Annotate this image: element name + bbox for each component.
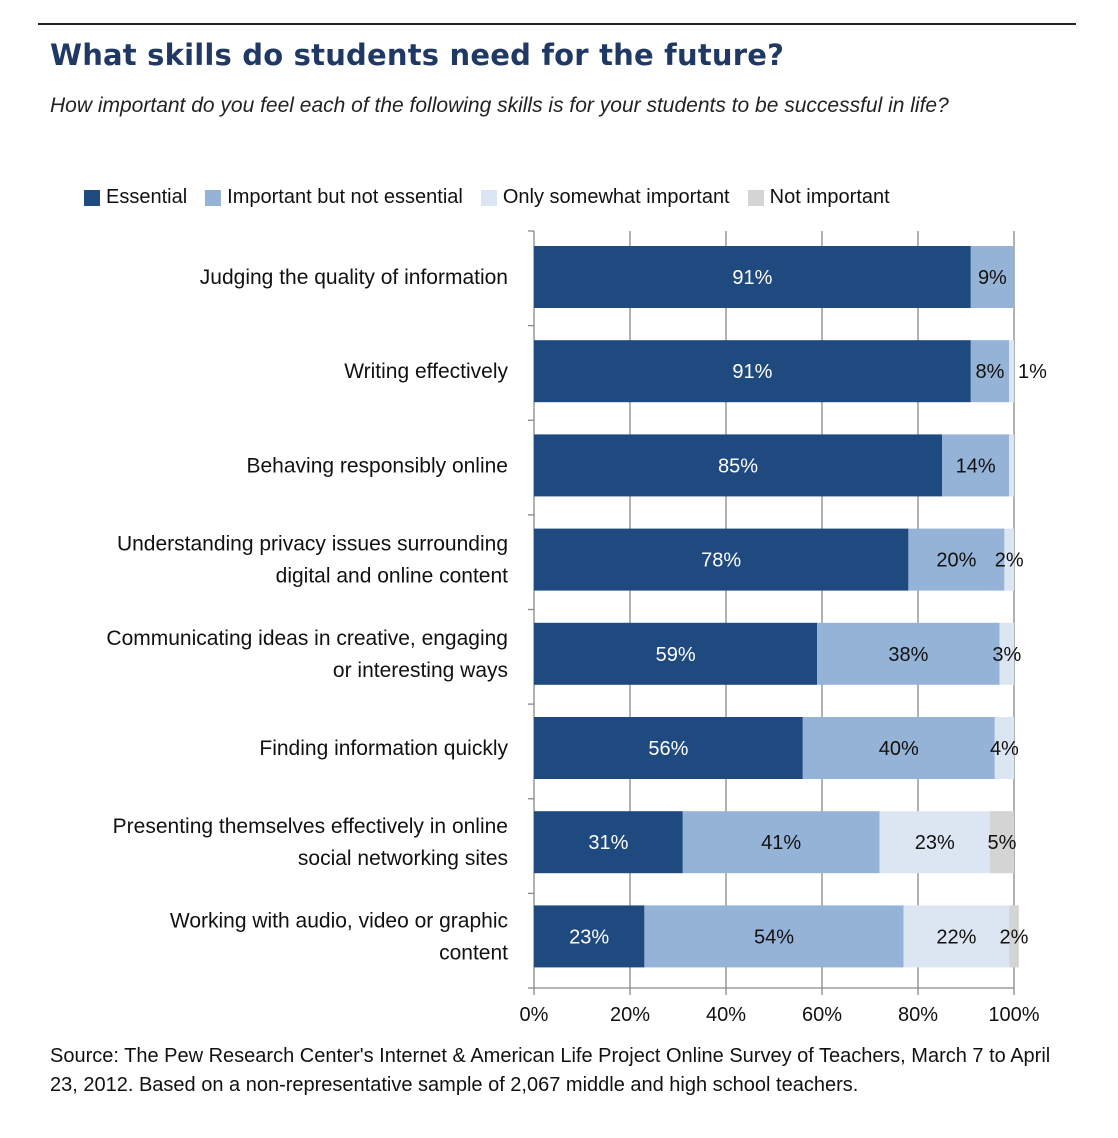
bar-segment — [970, 340, 1010, 403]
bar-segment — [802, 717, 995, 779]
bar-segment — [879, 811, 990, 874]
data-label: 59% — [656, 644, 696, 666]
chart-subtitle: How important do you feel each of the fo… — [50, 94, 949, 117]
bar-segment — [908, 528, 1005, 591]
category-label: digital and online content — [276, 565, 509, 588]
category-label: or interesting ways — [333, 659, 508, 682]
category-label: Finding information quickly — [259, 737, 508, 760]
category-label: Presenting themselves effectively in onl… — [113, 815, 508, 838]
data-label: 2% — [1000, 926, 1029, 948]
data-label: 23% — [569, 926, 609, 948]
data-label: 85% — [718, 455, 758, 477]
x-tick-label: 80% — [898, 1004, 938, 1026]
data-label: 41% — [761, 832, 801, 854]
bar-segment — [990, 811, 1014, 874]
legend-swatch — [84, 189, 100, 206]
data-label: 54% — [754, 926, 794, 948]
data-label: 2% — [995, 550, 1024, 572]
bar-segment — [970, 246, 1014, 308]
category-label: Writing effectively — [344, 360, 508, 383]
x-tick-label: 60% — [802, 1004, 842, 1026]
data-label: 9% — [978, 267, 1007, 289]
legend-item-somewhat: Only somewhat important — [480, 186, 730, 209]
legend-label: Not important — [769, 186, 890, 208]
data-label: 91% — [732, 361, 772, 383]
data-label: 40% — [879, 738, 919, 760]
bar-segment — [534, 434, 942, 497]
category-label: Understanding privacy issues surrounding — [117, 533, 508, 556]
bar-segment — [534, 340, 971, 403]
data-label: 78% — [701, 550, 741, 572]
bar-segment — [1009, 340, 1014, 403]
bar-segment — [534, 905, 645, 968]
bar-segment — [817, 622, 1000, 685]
data-label: 23% — [915, 832, 955, 854]
data-label: 4% — [990, 738, 1019, 760]
bar-segment — [534, 811, 683, 874]
top-rule — [38, 23, 1076, 25]
data-label: 1% — [1018, 361, 1047, 383]
legend-label: Only somewhat important — [502, 186, 730, 208]
category-label: Working with audio, video or graphic — [170, 909, 508, 932]
bar-segment — [1009, 905, 1019, 968]
bar-segment — [682, 811, 880, 874]
legend-swatch — [747, 189, 764, 206]
data-label: 91% — [732, 267, 772, 289]
data-label: 20% — [936, 550, 976, 572]
bar-segment — [999, 622, 1014, 685]
legend-item-essential: Essential — [84, 186, 187, 209]
bar-segment — [903, 905, 1010, 968]
legend-item-not-important: Not important — [747, 186, 890, 209]
data-label: 5% — [988, 832, 1017, 854]
bar-segment — [534, 717, 803, 779]
bar-segment — [1004, 528, 1014, 591]
bar-segment — [644, 905, 904, 968]
x-tick-label: 0% — [520, 1004, 549, 1026]
data-label: 38% — [888, 644, 928, 666]
data-label: 8% — [976, 361, 1005, 383]
bar-segment — [942, 434, 1010, 497]
x-tick-label: 100% — [988, 1004, 1039, 1026]
data-label: 14% — [956, 455, 996, 477]
legend-swatch — [205, 189, 222, 206]
data-label: 22% — [936, 926, 976, 948]
x-tick-label: 40% — [706, 1004, 746, 1026]
category-label: content — [439, 941, 508, 964]
bar-segment — [534, 622, 818, 685]
x-tick-label: 20% — [610, 1004, 650, 1026]
legend-label: Important but not essential — [227, 186, 463, 208]
bar-segment — [534, 528, 909, 591]
category-label: Behaving responsibly online — [246, 454, 508, 477]
data-label: 31% — [588, 832, 628, 854]
data-label: 3% — [992, 644, 1021, 666]
chart-title: What skills do students need for the fut… — [50, 38, 785, 72]
source-note: Source: The Pew Research Center's Intern… — [50, 1045, 1051, 1096]
legend-swatch — [480, 189, 497, 206]
category-label: Judging the quality of information — [200, 266, 508, 289]
category-label: Communicating ideas in creative, engagin… — [106, 627, 508, 650]
data-label: 56% — [648, 738, 688, 760]
legend-label: Essential — [106, 186, 188, 208]
legend: Essential Important but not essential On… — [84, 186, 908, 209]
bar-segment — [1009, 434, 1014, 497]
bar-segment — [534, 246, 971, 308]
legend-item-important: Important but not essential — [205, 186, 463, 209]
category-label: social networking sites — [298, 847, 508, 870]
bar-segment — [994, 717, 1014, 779]
